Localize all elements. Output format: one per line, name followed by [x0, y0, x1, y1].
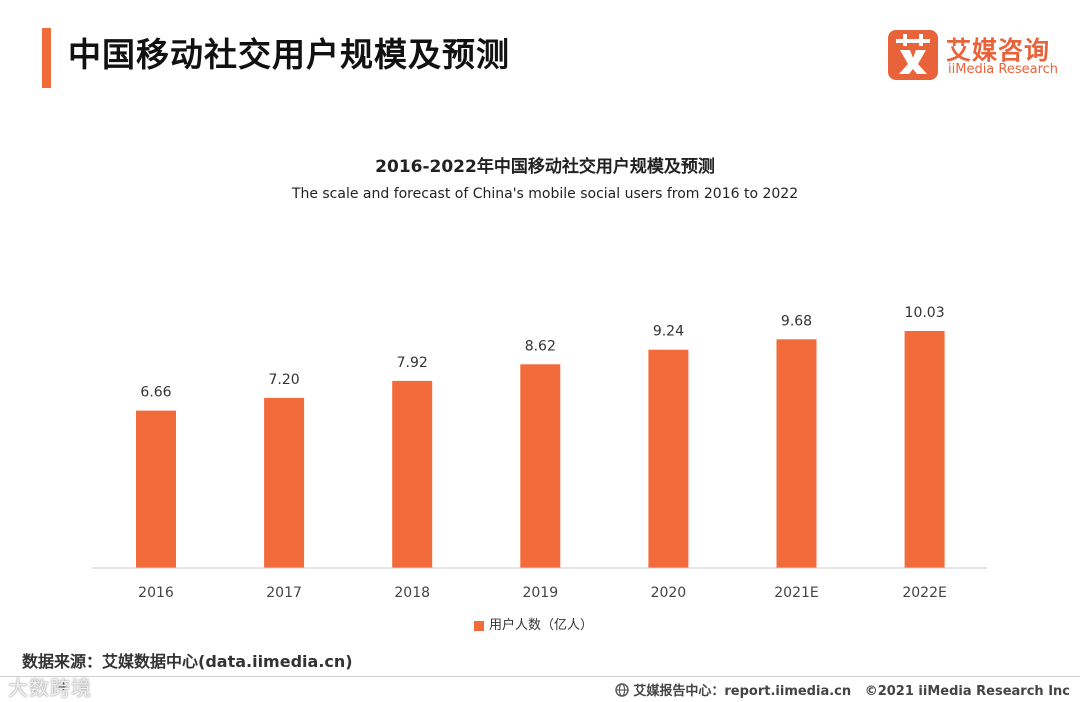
chart-subtitle: The scale and forecast of China's mobile… — [291, 186, 799, 202]
bar-2021E — [776, 339, 817, 568]
x-ticks-layer: 2016 2017 2018 2019 2020 2021E 2022E — [138, 585, 947, 601]
chart-title: 2016-2022年中国移动社交用户规模及预测 — [375, 157, 715, 177]
bar-2019 — [520, 364, 561, 568]
iimedia-logo: 艾媒咨询 iiMedia Research — [888, 30, 1068, 82]
page-title: 中国移动社交用户规模及预测 — [68, 35, 510, 74]
data-label-2019: 8.62 — [525, 338, 556, 354]
bar-2020 — [648, 349, 689, 568]
watermark-text: 大数跨境 — [8, 676, 92, 700]
bar-2017 — [264, 397, 305, 568]
legend-label: 用户人数（亿人） — [489, 618, 594, 633]
data-label-2022E: 10.03 — [905, 305, 945, 321]
bar-2022E — [904, 331, 945, 568]
x-tick-2017: 2017 — [266, 585, 302, 601]
logo-mark-icon — [888, 30, 938, 80]
bar-2016 — [136, 410, 176, 568]
data-label-2016: 6.66 — [140, 385, 171, 401]
x-tick-2016: 2016 — [138, 585, 174, 601]
x-tick-2021E: 2021E — [774, 585, 818, 601]
footer-copyright: ©2021 iiMedia Research Inc — [864, 684, 1070, 699]
globe-icon — [615, 682, 630, 701]
logo-name-cn: 艾媒咨询 — [946, 36, 1051, 65]
page-number: 4 — [58, 679, 67, 694]
x-tick-2018: 2018 — [394, 585, 430, 601]
data-label-2020: 9.24 — [653, 324, 684, 340]
labels-layer: 6.66 7.20 7.92 8.62 9.24 9.68 10.03 — [140, 305, 944, 401]
x-tick-2022E: 2022E — [902, 585, 946, 601]
footer-divider — [0, 676, 1080, 677]
bar-2018 — [392, 380, 433, 568]
title-accent-bar — [42, 28, 51, 88]
logo-name-en: iiMedia Research — [948, 62, 1059, 77]
data-source-note: 数据来源：艾媒数据中心(data.iimedia.cn) — [22, 652, 353, 671]
legend-swatch — [474, 620, 484, 631]
bars-layer — [136, 331, 945, 568]
x-tick-2020: 2020 — [651, 585, 687, 601]
footer-report-link[interactable]: 艾媒报告中心：report.iimedia.cn — [633, 684, 852, 699]
data-label-2017: 7.20 — [269, 372, 300, 388]
data-label-2021E: 9.68 — [781, 313, 812, 329]
chart-legend: 用户人数（亿人） — [474, 614, 593, 633]
footer-report-info: 艾媒报告中心：report.iimedia.cn ©2021 iiMedia R… — [615, 680, 1070, 701]
data-label-2018: 7.92 — [397, 355, 428, 371]
x-tick-2019: 2019 — [522, 585, 558, 601]
